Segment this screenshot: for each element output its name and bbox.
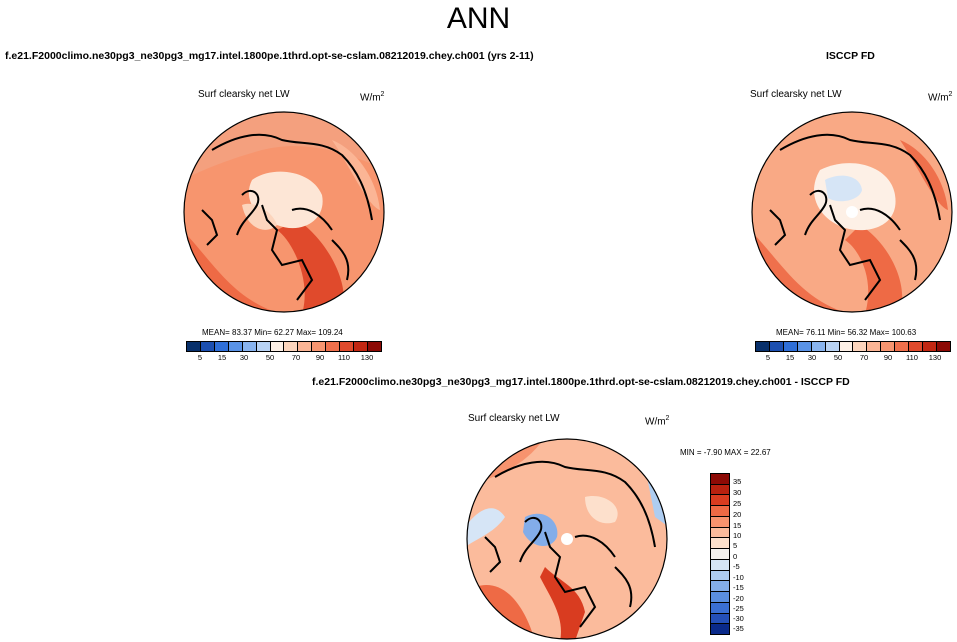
obs-variable-label: Surf clearsky net LW: [750, 89, 842, 100]
obs-cbar-tick: 15: [785, 353, 795, 362]
diff-cbar-tick: 20: [733, 510, 742, 519]
test-field-north-band: [184, 112, 384, 180]
test-map-border: [183, 111, 385, 313]
obs-cbar-tick: 30: [807, 353, 817, 362]
obs-cbar-tick: 90: [883, 353, 893, 362]
diff-field-cold-west: [467, 508, 505, 547]
test-cbar-tick: 110: [338, 353, 350, 362]
diff-pole-hole: [561, 533, 573, 545]
obs-cbar-tick: 130: [928, 353, 942, 362]
test-cbar-tick: 15: [217, 353, 227, 362]
diff-cbar-tick: 15: [733, 521, 742, 530]
test-stats: MEAN= 83.37 Min= 62.27 Max= 109.24: [202, 328, 343, 337]
diff-field-neutral: [585, 496, 618, 524]
diff-field-warm-tongue: [540, 567, 585, 639]
diff-polar-map: [466, 438, 668, 640]
diff-title: f.e21.F2000climo.ne30pg3_ne30pg3_mg17.in…: [312, 376, 850, 388]
diff-map-border: [466, 438, 668, 640]
diff-cbar-tick: 5: [733, 541, 738, 550]
obs-cbar-tick: 50: [833, 353, 843, 362]
test-cbar-tick: 50: [265, 353, 275, 362]
diff-coastlines: [484, 460, 656, 628]
test-variable-label: Surf clearsky net LW: [198, 89, 290, 100]
obs-cbar-tick: 70: [859, 353, 869, 362]
obs-pole-hole: [846, 206, 858, 218]
diff-cbar-tick: -30: [733, 614, 744, 623]
obs-cbar-tick: 110: [906, 353, 918, 362]
obs-title: ISCCP FD: [826, 50, 875, 62]
diff-cbar-tick: 30: [733, 488, 742, 497]
test-cbar-tick: 30: [239, 353, 249, 362]
obs-cbar-tick: 5: [765, 353, 771, 362]
obs-map-border: [751, 111, 953, 313]
obs-field-cold-patch: [825, 175, 862, 202]
diff-cbar-tick: 35: [733, 477, 742, 486]
diff-colorbar: [710, 473, 730, 635]
test-cbar-tick: 5: [197, 353, 203, 362]
diff-cbar-tick: -15: [733, 583, 744, 592]
diff-cbar-tick: -10: [733, 573, 744, 582]
diff-cbar-tick: -5: [733, 562, 740, 571]
test-colorbar: [186, 341, 382, 352]
obs-field-warm-tongue: [845, 225, 903, 312]
test-coastlines: [201, 133, 373, 301]
diff-cbar-tick: 10: [733, 531, 742, 540]
obs-stats: MEAN= 76.11 Min= 56.32 Max= 100.63: [776, 328, 917, 337]
main-title: ANN: [446, 2, 511, 35]
test-cbar-tick: 130: [360, 353, 374, 362]
diff-cbar-tick: -35: [733, 624, 744, 633]
test-field-warm-tongue: [277, 220, 344, 312]
diff-cbar-tick: 25: [733, 499, 742, 508]
test-cbar-tick: 70: [291, 353, 301, 362]
obs-units-label: W/m2: [928, 91, 953, 104]
diff-cbar-tick: 0: [733, 552, 738, 561]
diff-variable-label: Surf clearsky net LW: [468, 413, 560, 424]
diff-cbar-tick: -20: [733, 594, 744, 603]
diff-cbar-tick: -25: [733, 604, 744, 613]
obs-coastlines: [769, 133, 941, 301]
test-units-label: W/m2: [360, 91, 385, 104]
diff-stats: MIN = -7.90 MAX = 22.67: [680, 448, 771, 457]
diff-units-label: W/m2: [645, 415, 670, 428]
obs-polar-map: [751, 111, 953, 313]
test-field-greenland: [242, 203, 277, 230]
test-polar-map: [183, 111, 385, 313]
test-case-title: f.e21.F2000climo.ne30pg3_ne30pg3_mg17.in…: [5, 50, 534, 62]
obs-colorbar: [755, 341, 951, 352]
test-cbar-tick: 90: [315, 353, 325, 362]
